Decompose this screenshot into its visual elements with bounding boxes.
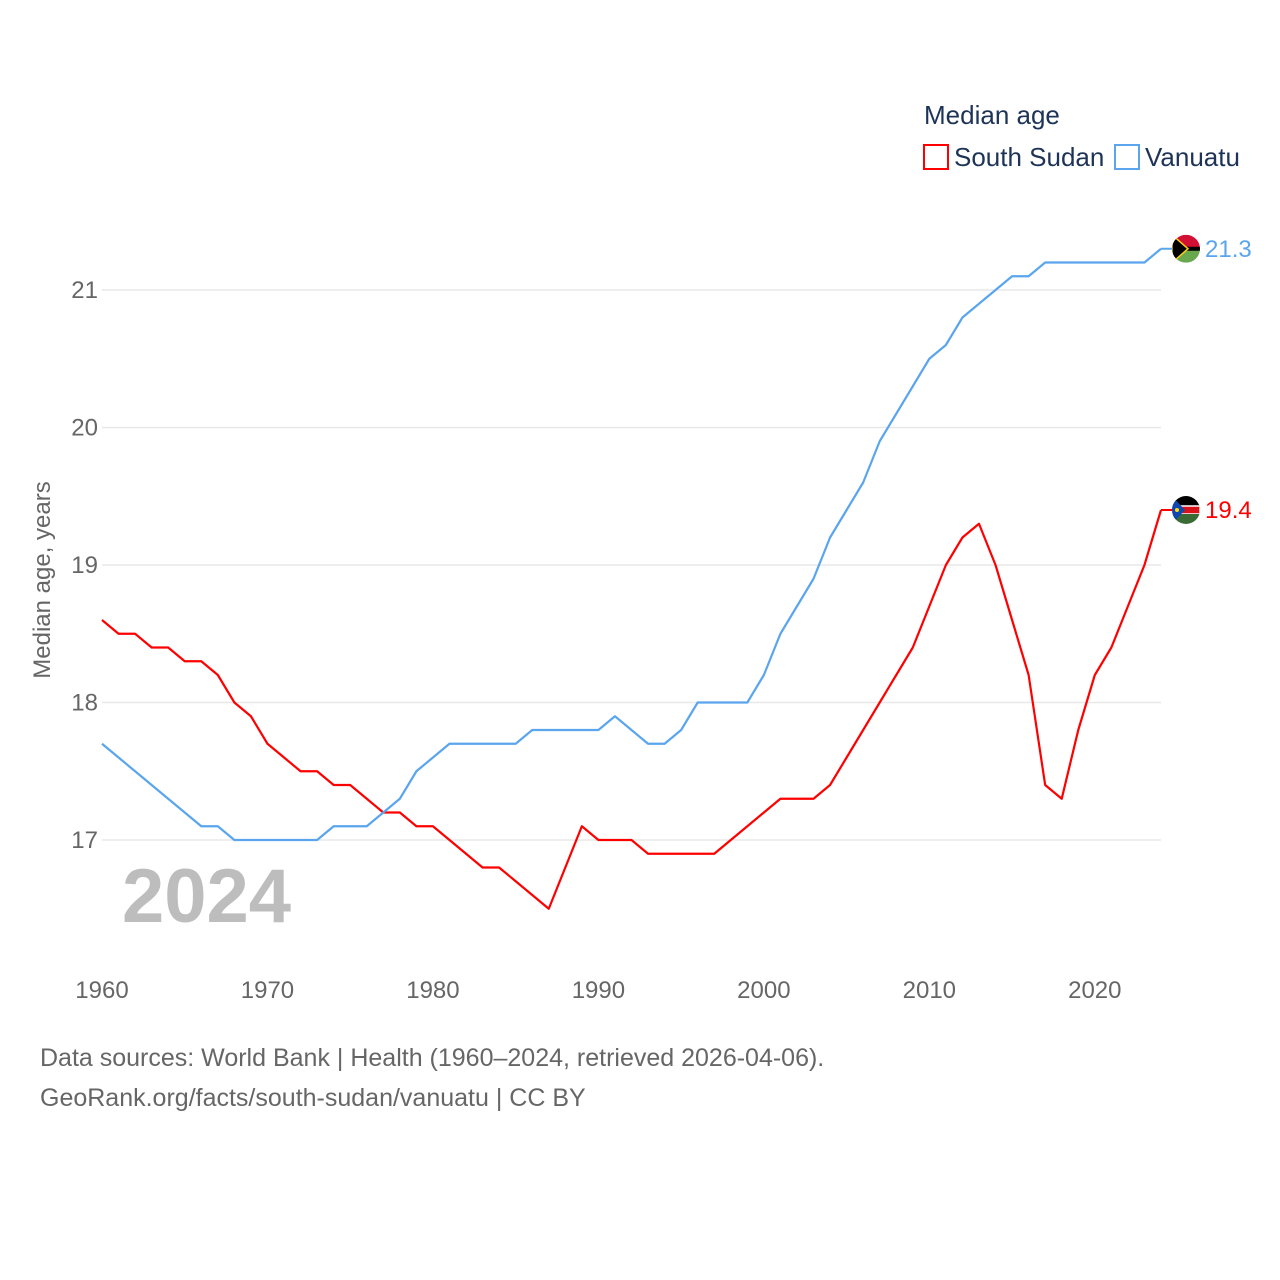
series: 19.4 21.3 [101,234,1252,910]
y-axis-label: Median age, years [29,481,56,678]
x-tick-label: 2010 [903,977,956,1004]
series-line-south-sudan[interactable] [101,509,1163,910]
legend: Median age South Sudan Vanuatu [923,100,1240,172]
grid [102,289,1161,841]
y-tick-label: 17 [71,827,98,854]
y-tick-label: 21 [71,277,98,304]
x-tick-label: 1990 [572,977,625,1004]
south-sudan-flag-icon [1172,496,1200,524]
x-tick-label: 1970 [241,977,294,1004]
vanuatu-flag-icon [1172,234,1200,263]
legend-swatch-south-sudan[interactable] [923,144,949,170]
y-tick-label: 20 [71,415,98,442]
legend-swatch-vanuatu[interactable] [1114,144,1140,170]
x-tick-label: 1980 [406,977,459,1004]
end-value-label: 19.4 [1205,497,1252,524]
y-tick-label: 19 [71,552,98,579]
y-tick-label: 18 [71,690,98,717]
legend-title: Median age [924,100,1060,130]
x-axis: 1960 1970 1980 1990 2000 2010 2020 [75,977,1121,1004]
year-watermark: 2024 [122,854,291,939]
source-note: Data sources: World Bank | Health (1960–… [40,1044,825,1072]
legend-label-south-sudan[interactable]: South Sudan [954,142,1104,172]
series-line-vanuatu[interactable] [101,247,1162,842]
legend-label-vanuatu[interactable]: Vanuatu [1145,142,1240,172]
end-value-label: 21.3 [1205,236,1252,263]
y-axis: 17 18 19 20 21 [71,277,98,854]
credit-note[interactable]: GeoRank.org/facts/south-sudan/vanuatu | … [40,1084,586,1112]
x-tick-label: 2020 [1068,977,1121,1004]
x-tick-label: 1960 [75,977,128,1004]
x-tick-label: 2000 [737,977,790,1004]
